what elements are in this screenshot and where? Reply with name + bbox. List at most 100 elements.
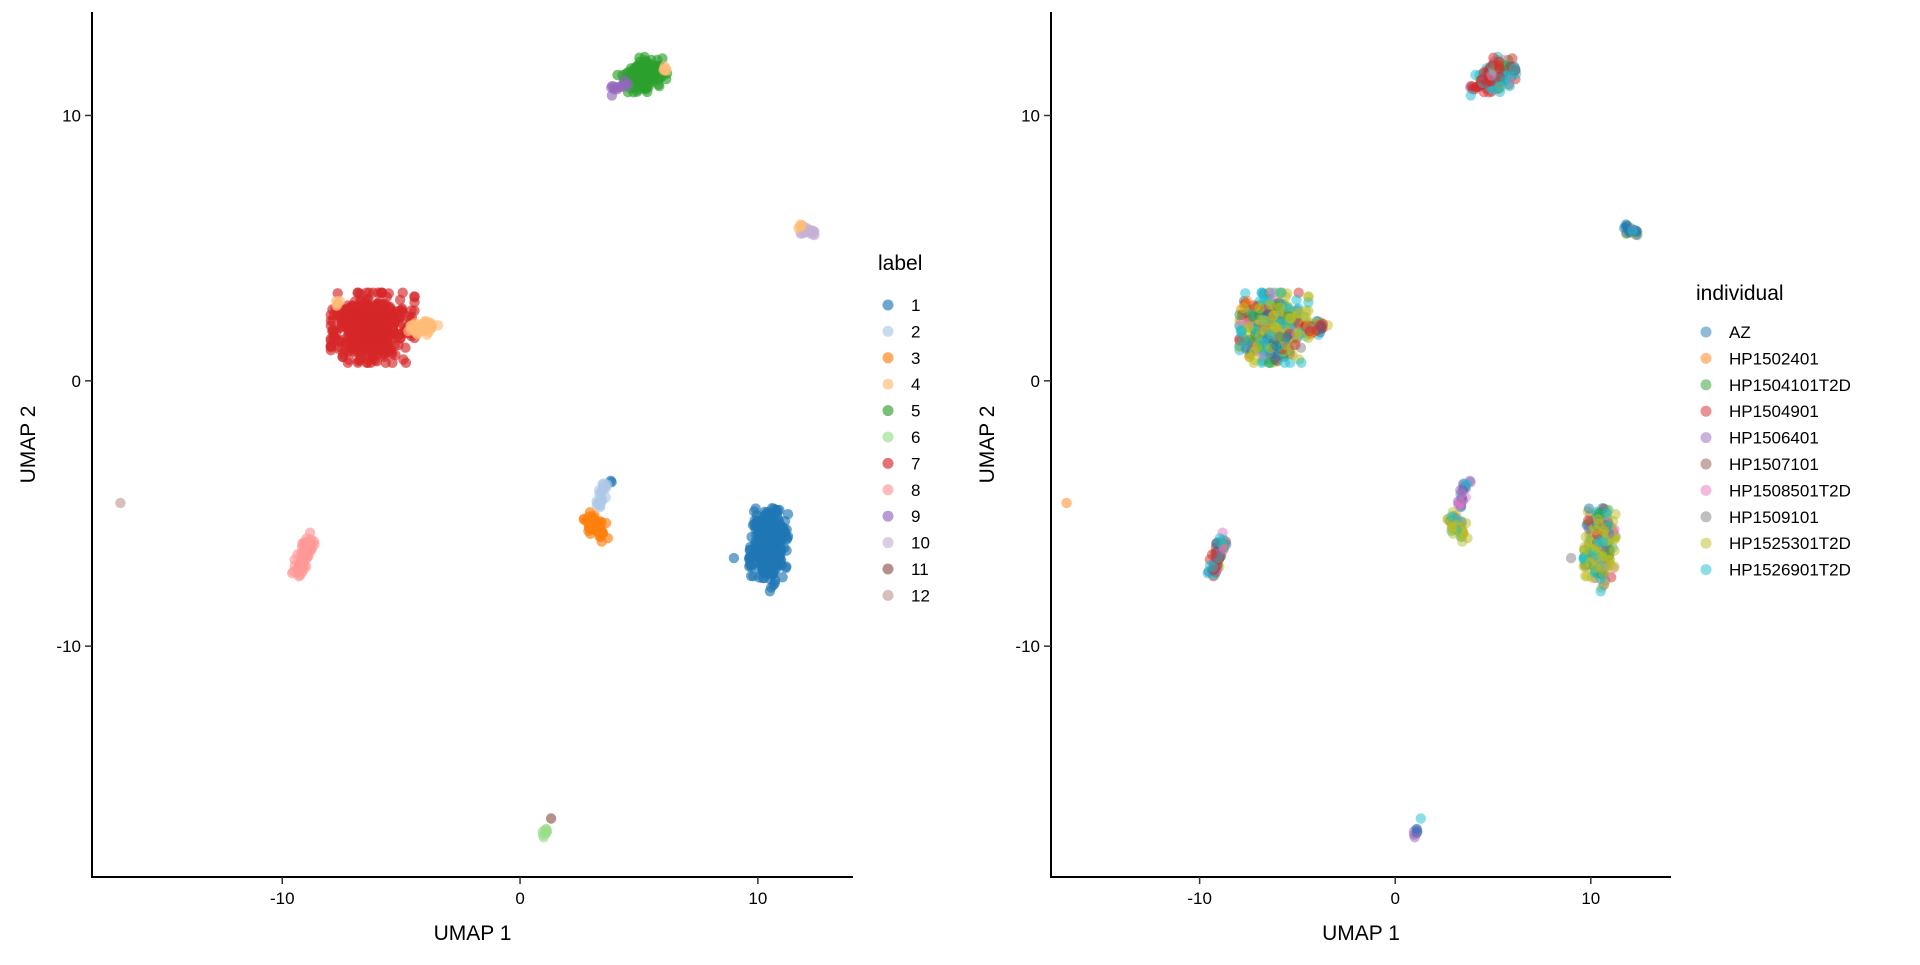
- y-tick-label: 0: [1031, 372, 1040, 391]
- legend-label: HP1526901T2D: [1729, 561, 1851, 580]
- legend-item: 10: [882, 534, 930, 553]
- data-point: [779, 526, 790, 537]
- legend-key: [882, 299, 894, 311]
- legend-item: HP1504901: [1700, 402, 1819, 421]
- data-point: [1061, 497, 1072, 509]
- data-point: [762, 511, 773, 522]
- data-point: [308, 536, 320, 547]
- data-point: [1494, 63, 1506, 74]
- data-point: [1270, 322, 1281, 333]
- data-point: [361, 300, 372, 311]
- data-point: [1247, 310, 1258, 322]
- data-point: [1315, 320, 1326, 331]
- legend-item: HP1508501T2D: [1700, 481, 1851, 500]
- data-point: [1290, 339, 1301, 351]
- data-point: [1486, 70, 1497, 81]
- data-point: [379, 342, 390, 354]
- data-point: [1285, 313, 1297, 324]
- data-point: [545, 813, 557, 824]
- y-tick-label: 10: [1021, 106, 1040, 125]
- data-point: [377, 318, 388, 329]
- data-point: [770, 518, 781, 529]
- data-point: [1477, 73, 1488, 84]
- legend-label: 2: [911, 322, 920, 341]
- legend-item: HP1509101: [1700, 508, 1819, 527]
- data-point: [412, 319, 423, 330]
- data-point: [419, 325, 431, 336]
- legend-label: 5: [911, 402, 920, 421]
- data-point: [728, 552, 740, 564]
- data-point: [586, 515, 598, 526]
- data-point: [325, 340, 336, 352]
- data-point: [1495, 81, 1507, 93]
- data-point: [600, 517, 612, 529]
- data-point: [304, 527, 316, 538]
- legend-item: HP1504101T2D: [1700, 376, 1851, 395]
- legend-key: [1700, 537, 1712, 549]
- data-point: [396, 304, 407, 316]
- data-point: [1595, 586, 1606, 597]
- legend-label: HP1504101T2D: [1729, 376, 1851, 395]
- data-point: [767, 551, 778, 562]
- legend-key: [1700, 511, 1712, 523]
- data-point: [1604, 554, 1616, 566]
- data-point: [752, 521, 763, 533]
- legend-label: 9: [911, 507, 920, 526]
- data-point: [745, 570, 757, 582]
- data-point: [357, 317, 368, 329]
- data-point: [660, 64, 672, 76]
- data-point: [1609, 545, 1620, 556]
- data-point: [345, 328, 357, 339]
- legend-key: [1700, 326, 1712, 338]
- legend-key: [882, 325, 894, 337]
- y-tick-label: 10: [62, 106, 81, 125]
- points-layer: [1061, 51, 1643, 843]
- data-point: [1601, 508, 1612, 519]
- data-point: [654, 81, 665, 92]
- legend-key: [1700, 379, 1712, 391]
- data-point: [1254, 303, 1265, 314]
- data-point: [1590, 562, 1602, 573]
- data-point: [1583, 515, 1594, 526]
- legend-label: HP1506401: [1729, 429, 1819, 448]
- legend-item: HP1502401: [1700, 349, 1819, 368]
- data-point: [1296, 357, 1307, 368]
- x-axis-title: UMAP 1: [434, 922, 512, 945]
- data-point: [1265, 287, 1277, 298]
- data-point: [1455, 497, 1466, 508]
- data-point: [1595, 573, 1606, 585]
- data-point: [1234, 340, 1245, 352]
- data-point: [1415, 813, 1427, 824]
- data-point: [602, 533, 614, 544]
- data-point: [1455, 485, 1466, 496]
- legend-item: HP1507101: [1700, 455, 1819, 474]
- data-point: [1265, 299, 1276, 310]
- data-point: [1275, 287, 1287, 298]
- legend-label: 1: [911, 296, 920, 315]
- data-point: [750, 503, 761, 514]
- legend-key: [882, 378, 894, 390]
- legend-label: HP1509101: [1729, 508, 1819, 527]
- data-point: [1218, 534, 1229, 545]
- legend-item: 2: [882, 322, 920, 341]
- legend-item: 3: [882, 349, 920, 368]
- legend-item: 11: [882, 560, 929, 579]
- data-point: [607, 80, 618, 92]
- legend: individual AZ HP1502401 HP1504101T2D HP15049…: [1696, 282, 1851, 580]
- legend-item: 4: [882, 375, 920, 394]
- data-point: [764, 586, 776, 597]
- legend-label: 3: [911, 349, 920, 368]
- data-point: [373, 305, 384, 316]
- legend-label: 7: [911, 454, 920, 473]
- data-point: [1263, 357, 1275, 368]
- legend-item: 5: [882, 402, 920, 421]
- data-point: [766, 541, 778, 552]
- y-tick-label: 0: [72, 372, 81, 391]
- data-point: [1279, 357, 1291, 368]
- data-point: [612, 69, 623, 81]
- legend-item: AZ: [1700, 323, 1751, 342]
- data-point: [1460, 517, 1472, 529]
- data-point: [541, 823, 552, 835]
- legend-label: HP1507101: [1729, 455, 1819, 474]
